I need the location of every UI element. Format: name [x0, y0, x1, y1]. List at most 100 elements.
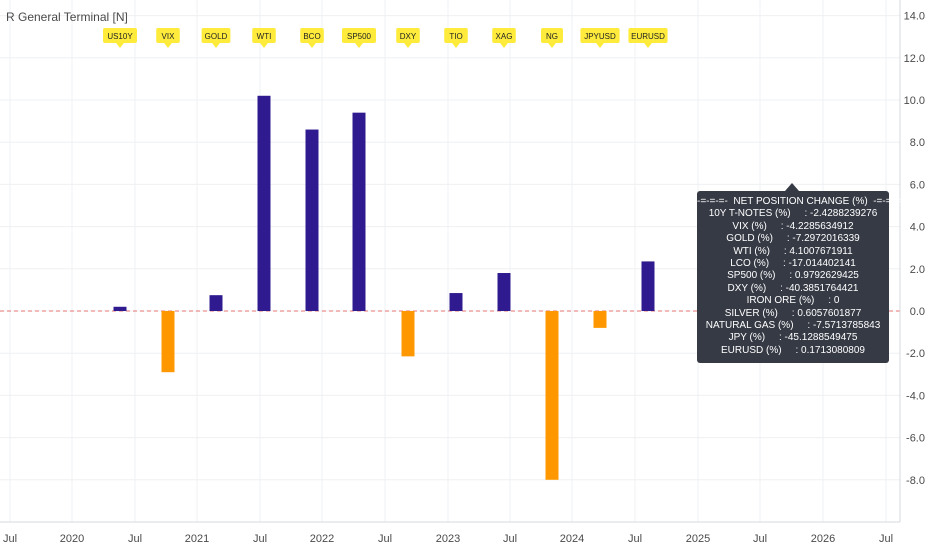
flag-tio: TIO	[444, 28, 468, 48]
flag-pointer	[596, 43, 604, 48]
bar-gold	[209, 295, 223, 311]
y-tick-label: 14.0	[904, 11, 925, 23]
x-tick-label: Jul	[879, 533, 893, 545]
y-tick-label: -6.0	[906, 433, 925, 445]
flag-xag: XAG	[492, 28, 516, 48]
flag-label: DXY	[400, 32, 417, 41]
flag-pointer	[355, 43, 363, 48]
flag-label: VIX	[162, 32, 176, 41]
net-position-tooltip: -=-=-=- NET POSITION CHANGE (%) -=-=-=- …	[697, 183, 904, 363]
flag-gold: GOLD	[201, 28, 231, 48]
tooltip-line: DXY (%) : -40.3851764421	[727, 282, 859, 294]
y-tick-label: 2.0	[910, 264, 925, 276]
flag-box	[103, 28, 137, 43]
y-tick-label: -4.0	[906, 390, 925, 402]
y-tick-label: 8.0	[910, 137, 925, 149]
flag-sp500: SP500	[342, 28, 376, 48]
tooltip-line: JPY (%) : -45.1288549475	[728, 332, 858, 344]
bar-eurusd	[641, 261, 655, 311]
flag-box	[156, 28, 180, 43]
flag-us10y: US10Y	[103, 28, 137, 48]
x-tick-label: 2023	[436, 533, 460, 545]
bar-dxy	[401, 311, 415, 357]
flag-vix: VIX	[156, 28, 180, 48]
flag-pointer	[404, 43, 412, 48]
flag-box	[541, 28, 563, 43]
flag-label: US10Y	[107, 32, 133, 41]
y-tick-label: 0.0	[910, 306, 925, 318]
flag-pointer	[116, 43, 124, 48]
flag-dxy: DXY	[396, 28, 420, 48]
flag-pointer	[212, 43, 220, 48]
tooltip-line: IRON ORE (%) : 0	[746, 295, 840, 307]
flag-box	[201, 28, 231, 43]
flag-pointer	[308, 43, 316, 48]
flag-pointer	[500, 43, 508, 48]
bar-us10y	[113, 306, 127, 311]
tooltip-line: NATURAL GAS (%) : -7.5713785843	[705, 320, 881, 332]
y-tick-label: -2.0	[906, 348, 925, 360]
x-tick-label: 2020	[60, 533, 84, 545]
y-tick-label: 4.0	[910, 222, 925, 234]
x-tick-label: Jul	[378, 533, 392, 545]
flag-eurusd: EURUSD	[628, 28, 668, 48]
window-title: R General Terminal [N]	[6, 10, 128, 24]
y-tick-label: 10.0	[904, 95, 925, 107]
x-tick-label: Jul	[628, 533, 642, 545]
tooltip-line: SP500 (%) : 0.9792629425	[727, 270, 859, 282]
y-tick-label: -8.0	[906, 475, 925, 487]
flag-bco: BCO	[300, 28, 324, 48]
x-axis: Jul 2020 Jul 2021 Jul 2022 Jul 2023 Jul 2024 Jul 20…	[0, 521, 900, 545]
tooltip-line: LCO (%) : -17.014402141	[730, 258, 856, 270]
flag-pointer	[548, 43, 556, 48]
y-tick-label: 12.0	[904, 53, 925, 65]
flag-label: WTI	[257, 32, 272, 41]
flag-label: TIO	[449, 32, 462, 41]
x-tick-label: 2025	[686, 533, 710, 545]
flag-box	[444, 28, 468, 43]
flag-box	[252, 28, 276, 43]
tooltip-line: VIX (%) : -4.2285634912	[732, 220, 854, 232]
bar-bco	[305, 129, 319, 311]
x-tick-label: Jul	[3, 533, 17, 545]
x-tick-label: Jul	[253, 533, 267, 545]
tooltip-line: SILVER (%) : 0.6057601877	[724, 307, 862, 319]
x-tick-label: 2026	[811, 533, 835, 545]
bar-sp500	[352, 112, 366, 311]
flag-ng: NG	[541, 28, 563, 48]
flag-label: EURUSD	[631, 32, 665, 41]
flag-box	[492, 28, 516, 43]
flag-label: XAG	[496, 32, 513, 41]
x-tick-label: 2024	[560, 533, 584, 545]
bar-ng	[545, 311, 559, 480]
y-axis: 14.0 12.0 10.0 8.0 6.0 4.0 2.0 0.0 -2.0 -4.0 -6.0 -…	[899, 0, 925, 522]
bar-wti	[257, 95, 271, 311]
x-tick-label: Jul	[128, 533, 142, 545]
flag-label: SP500	[347, 32, 372, 41]
y-tick-label: 6.0	[910, 179, 925, 191]
flag-jpyusd: JPYUSD	[580, 28, 620, 48]
flag-label: NG	[546, 32, 558, 41]
flag-pointer	[260, 43, 268, 48]
tooltip-line: 10Y T-NOTES (%) : -2.4288239276	[708, 208, 878, 220]
flag-box	[580, 28, 620, 43]
x-tick-label: Jul	[503, 533, 517, 545]
flag-label: GOLD	[205, 32, 228, 41]
flag-wti: WTI	[252, 28, 276, 48]
flag-box	[396, 28, 420, 43]
bar-xag	[497, 273, 511, 311]
bars	[113, 95, 655, 480]
x-tick-label: 2022	[310, 533, 334, 545]
tooltip-line: WTI (%) : 4.1007671911	[733, 245, 853, 257]
flag-label: JPYUSD	[584, 32, 616, 41]
bar-jpyusd	[593, 311, 607, 328]
flag-box	[628, 28, 668, 43]
flag-box	[300, 28, 324, 43]
bar-tio	[449, 293, 463, 311]
flag-pointer	[452, 43, 460, 48]
flag-pointer	[164, 43, 172, 48]
bar-vix	[161, 311, 175, 373]
flag-pointer	[644, 43, 652, 48]
x-tick-label: 2021	[185, 533, 209, 545]
